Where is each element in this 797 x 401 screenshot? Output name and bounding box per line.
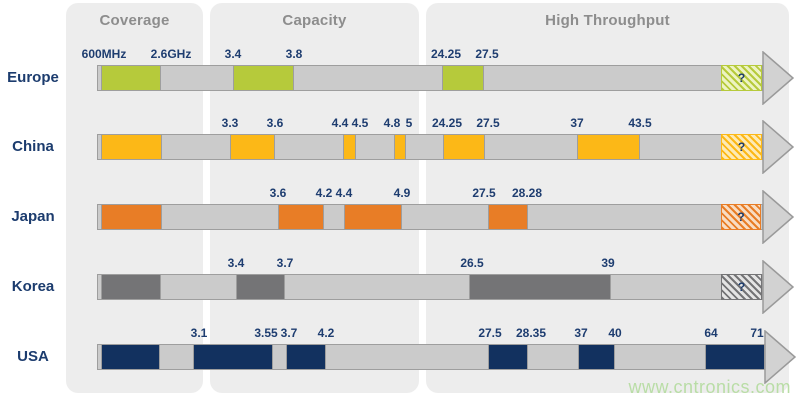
spectrum-bar-europe: ? xyxy=(97,65,763,91)
frequency-label: 4.9 xyxy=(393,186,411,200)
frequency-label: 4.4 xyxy=(335,186,353,200)
frequency-label: 3.7 xyxy=(276,256,294,270)
spectrum-band xyxy=(577,134,640,160)
frequency-label: 3.8 xyxy=(285,47,303,61)
frequency-label: 27.5 xyxy=(478,326,502,340)
spectrum-band xyxy=(394,134,406,160)
row-label-china: China xyxy=(12,138,54,155)
column-header-high-throughput: High Throughput xyxy=(545,12,670,29)
future-question-mark: ? xyxy=(737,210,745,224)
frequency-label: 4.4 xyxy=(331,116,349,130)
spectrum-bar-japan: ? xyxy=(97,204,763,230)
column-header-coverage: Coverage xyxy=(99,12,170,29)
row-label-japan: Japan xyxy=(11,208,55,225)
spectrum-bar-korea: ? xyxy=(97,274,763,300)
spectrum-band xyxy=(278,204,324,230)
frequency-label: 3.6 xyxy=(269,186,287,200)
frequency-label: 3.7 xyxy=(280,326,298,340)
spectrum-band xyxy=(443,134,485,160)
frequency-label: 37 xyxy=(574,326,588,340)
column-panel-coverage: Coverage xyxy=(66,3,203,393)
spectrum-band xyxy=(488,344,528,370)
row-label-europe: Europe xyxy=(7,69,59,86)
frequency-label: 40 xyxy=(608,326,622,340)
spectrum-arrow-icon xyxy=(762,190,794,244)
spectrum-bar-china: ? xyxy=(97,134,763,160)
frequency-label: 3.4 xyxy=(227,256,245,270)
future-band: ? xyxy=(721,134,762,160)
frequency-label: 27.5 xyxy=(475,47,499,61)
frequency-label: 4.2 xyxy=(315,186,333,200)
spectrum-band xyxy=(286,344,326,370)
spectrum-band xyxy=(236,274,285,300)
spectrum-band xyxy=(442,65,484,91)
spectrum-band xyxy=(469,274,611,300)
frequency-label: 71 xyxy=(750,326,764,340)
spectrum-band xyxy=(101,134,162,160)
column-header-capacity: Capacity xyxy=(282,12,347,29)
future-question-mark: ? xyxy=(737,280,746,294)
spectrum-band xyxy=(233,65,294,91)
future-question-mark: ? xyxy=(737,71,746,85)
spectrum-band xyxy=(193,344,273,370)
spectrum-band xyxy=(705,344,765,370)
frequency-label: 28.35 xyxy=(515,326,547,340)
watermark: www.cntronics.com xyxy=(628,377,791,397)
frequency-label: 3.1 xyxy=(190,326,208,340)
frequency-label: 5 xyxy=(405,116,413,130)
future-band: ? xyxy=(721,274,762,300)
spectrum-bar-usa xyxy=(97,344,765,370)
row-label-usa: USA xyxy=(17,348,49,365)
spectrum-band xyxy=(101,344,160,370)
frequency-label: 3.55 xyxy=(254,326,278,340)
spectrum-arrow-icon xyxy=(762,120,794,174)
frequency-label: 4.2 xyxy=(317,326,335,340)
frequency-label: 43.5 xyxy=(628,116,652,130)
spectrum-band xyxy=(101,204,162,230)
spectrum-band xyxy=(343,134,356,160)
frequency-label: 4.5 xyxy=(351,116,369,130)
frequency-label: 24.25 xyxy=(431,116,463,130)
future-band: ? xyxy=(721,65,762,91)
frequency-label: 64 xyxy=(704,326,718,340)
spectrum-band xyxy=(101,274,161,300)
spectrum-band xyxy=(230,134,275,160)
spectrum-band xyxy=(578,344,615,370)
future-question-mark: ? xyxy=(737,140,746,154)
frequency-label: 24.25 xyxy=(430,47,462,61)
frequency-label: 27.5 xyxy=(472,186,496,200)
spectrum-band xyxy=(344,204,402,230)
frequency-label: 3.3 xyxy=(221,116,239,130)
spectrum-arrow-icon xyxy=(762,51,794,105)
spectrum-band xyxy=(101,65,161,91)
column-panel-capacity: Capacity xyxy=(210,3,419,393)
spectrum-band xyxy=(488,204,528,230)
frequency-label: 26.5 xyxy=(460,256,484,270)
frequency-label: 3.6 xyxy=(266,116,284,130)
frequency-label: 2.6GHz xyxy=(150,47,192,61)
frequency-label: 600MHz xyxy=(81,47,127,61)
future-band: ? xyxy=(721,204,761,230)
frequency-label: 37 xyxy=(570,116,584,130)
frequency-label: 27.5 xyxy=(476,116,500,130)
frequency-label: 3.4 xyxy=(224,47,242,61)
spectrum-arrow-icon xyxy=(762,260,794,314)
spectrum-arrow-icon xyxy=(764,330,796,384)
frequency-label: 28.28 xyxy=(511,186,543,200)
frequency-label: 39 xyxy=(601,256,615,270)
frequency-label: 4.8 xyxy=(383,116,401,130)
row-label-korea: Korea xyxy=(11,278,55,295)
